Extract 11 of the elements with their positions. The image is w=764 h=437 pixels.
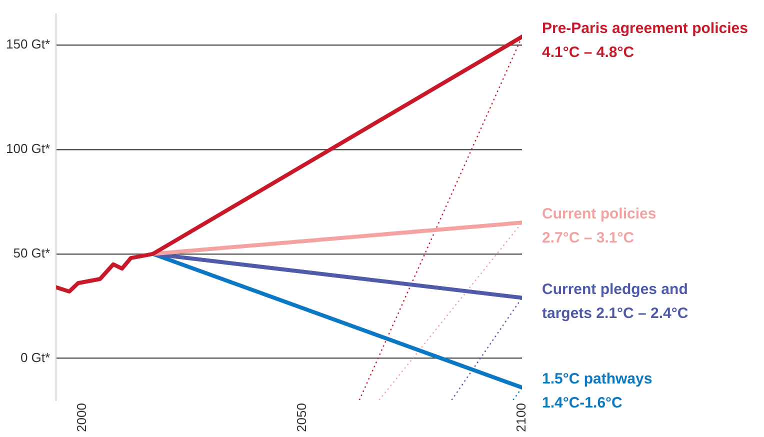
series-label: Pre-Paris agreement policies 4.1°C – 4.8°C xyxy=(542,20,748,61)
series-label: 1.5°C pathways 1.4°C-1.6°C xyxy=(542,370,652,412)
x-tick-label: 2050 xyxy=(294,403,309,432)
y-tick-label: 0 Gt* xyxy=(20,350,50,365)
series-label: Current policies 2.7°C – 3.1°C xyxy=(542,206,656,247)
y-tick-label: 50 Gt* xyxy=(13,246,50,260)
y-tick-label: 150 Gt* xyxy=(6,36,50,52)
y-tick-label: 100 Gt* xyxy=(6,141,50,156)
series-label: Current pledges and targets 2.1°C – 2.4°C xyxy=(542,280,688,322)
x-tick-label: 2000 xyxy=(74,403,90,432)
x-tick-label: 2100 xyxy=(514,403,529,432)
